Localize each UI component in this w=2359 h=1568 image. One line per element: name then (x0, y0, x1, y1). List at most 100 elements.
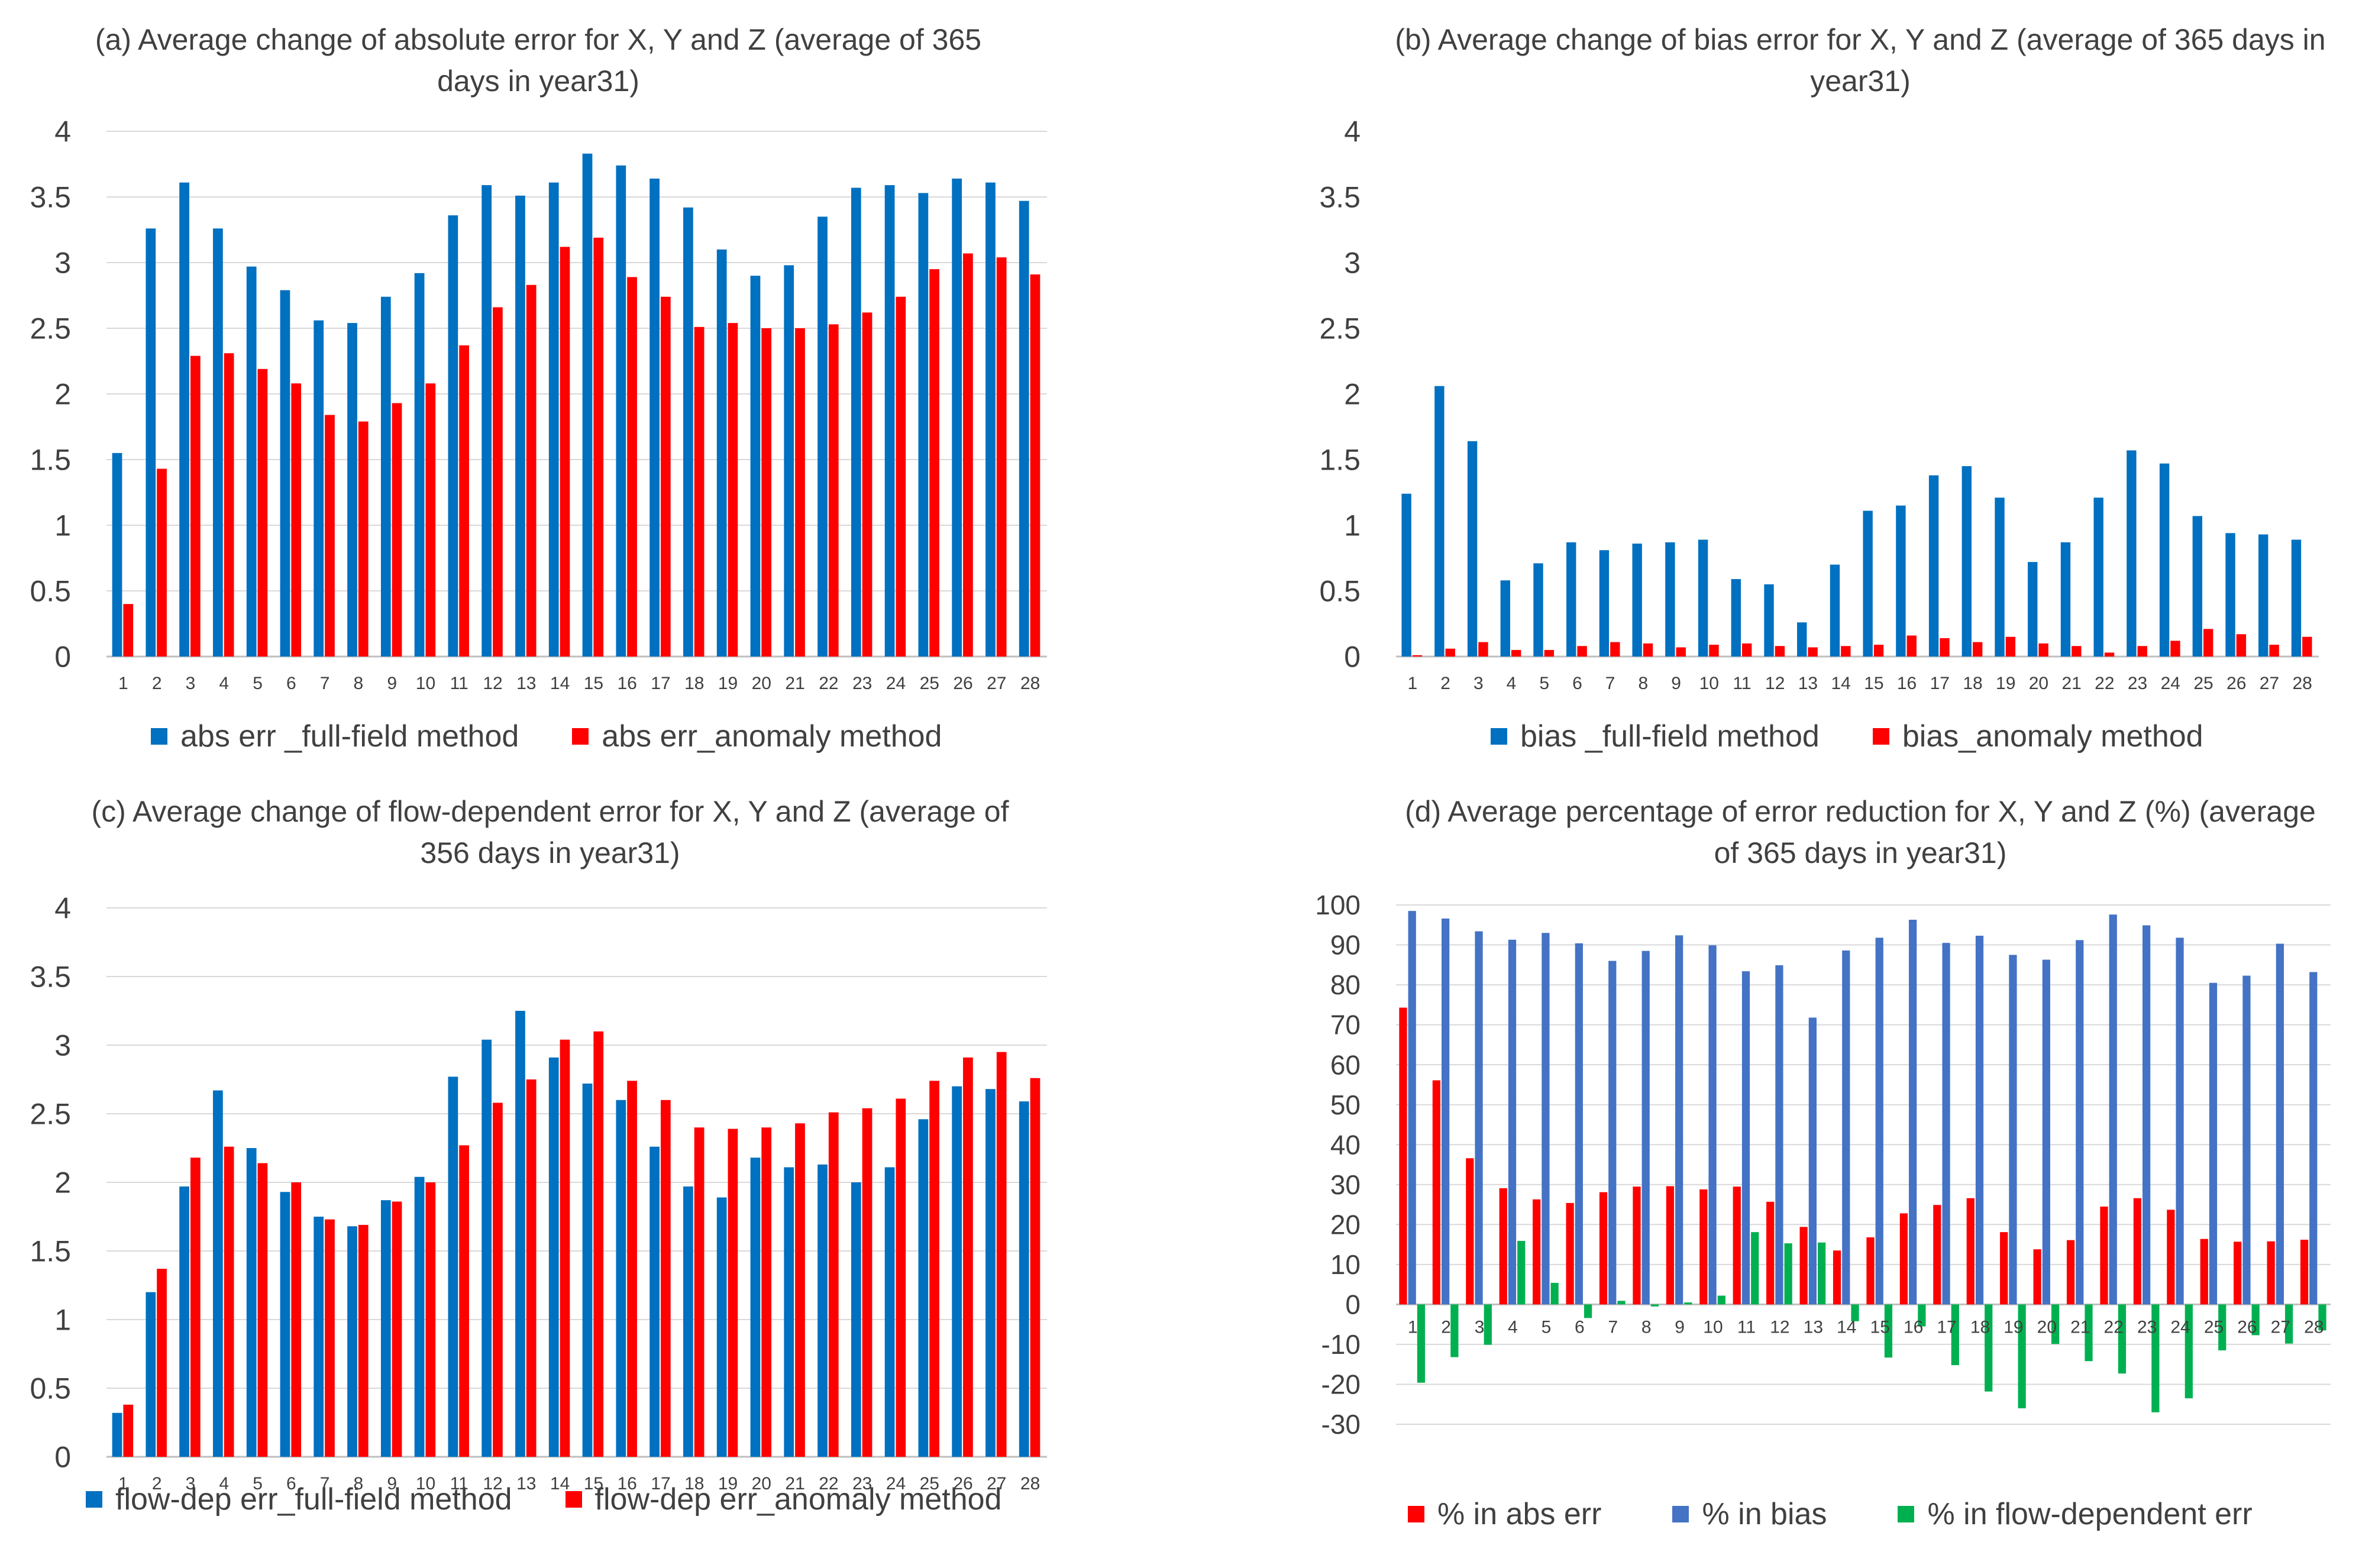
x-tick-label-d: 8 (1641, 1317, 1652, 1337)
x-tick-label-c: 9 (387, 1474, 397, 1493)
bar-b-series1-cat11 (1742, 643, 1752, 657)
bar-b-series0-cat14 (1830, 564, 1840, 657)
bar-d-series0-cat19 (2000, 1232, 2008, 1305)
bar-b-series0-cat22 (2093, 497, 2103, 657)
bar-b-series1-cat6 (1577, 646, 1587, 657)
y-tick-label-a: 2 (54, 378, 71, 411)
bar-c-series0-cat22 (817, 1164, 828, 1457)
bar-d-series1-cat19 (2009, 955, 2017, 1305)
bar-b-series0-cat4 (1500, 580, 1510, 657)
x-tick-label-b: 26 (2226, 674, 2246, 693)
bar-c-series1-cat3 (190, 1158, 201, 1457)
x-tick-label-b: 1 (1408, 674, 1418, 693)
x-tick-label-d: 4 (1508, 1317, 1518, 1337)
bar-b-series0-cat17 (1928, 475, 1939, 657)
x-tick-label-b: 14 (1831, 674, 1850, 693)
legend-item-b-full-field: bias _full-field method (1491, 719, 1820, 754)
bar-a-series1-cat7 (325, 415, 335, 657)
y-tick-label-b: 0.5 (1319, 575, 1361, 608)
x-tick-label-b: 16 (1897, 674, 1917, 693)
bar-d-series1-cat16 (1909, 919, 1917, 1305)
legend-item-a-anomaly: abs err_anomaly method (572, 719, 942, 754)
chart-title-d-line1: (d) Average percentage of error reductio… (1405, 795, 2316, 828)
legend-item-a-full-field: abs err _full-field method (151, 719, 519, 754)
bar-a-series0-cat16 (616, 165, 626, 657)
bar-b-series1-cat19 (2005, 636, 2016, 657)
x-tick-label-a: 2 (152, 674, 162, 693)
bar-b-series1-cat15 (1873, 645, 1884, 657)
bar-a-series0-cat28 (1019, 201, 1029, 657)
bar-d-series0-cat11 (1733, 1186, 1741, 1305)
x-tick-label-a: 16 (617, 674, 636, 693)
chart-panel-a: (a) Average change of absolute error for… (0, 0, 1180, 784)
bar-d-series2-cat21 (2085, 1304, 2093, 1362)
bar-d-series0-cat1 (1399, 1007, 1407, 1305)
y-tick-label-c: 1.5 (30, 1235, 71, 1268)
x-tick-label-a: 11 (450, 674, 468, 693)
legend-label-b-full-field: bias _full-field method (1520, 719, 1820, 754)
y-tick-label-a: 1 (54, 509, 71, 542)
bar-a-series0-cat8 (347, 323, 357, 657)
bar-d-series2-cat14 (1851, 1304, 1859, 1321)
bar-d-series0-cat16 (1899, 1213, 1908, 1305)
bar-c-series0-cat8 (347, 1226, 357, 1457)
bar-a-series1-cat28 (1030, 274, 1040, 657)
x-tick-label-d: 3 (1475, 1317, 1485, 1337)
bar-d-series0-cat14 (1833, 1250, 1841, 1305)
x-tick-label-c: 23 (852, 1474, 872, 1493)
bar-a-series0-cat2 (146, 228, 156, 657)
bar-a-series1-cat21 (795, 328, 805, 657)
bar-d-series0-cat10 (1699, 1189, 1708, 1305)
x-tick-label-a: 22 (819, 674, 838, 693)
x-tick-label-b: 22 (2095, 674, 2114, 693)
bar-c-series0-cat5 (246, 1148, 257, 1457)
bar-c-series1-cat7 (325, 1219, 335, 1457)
x-tick-label-c: 21 (785, 1474, 804, 1493)
bar-c-series0-cat9 (380, 1200, 391, 1457)
chart-title-b-line2: year31) (1810, 64, 1911, 98)
bar-b-series1-cat9 (1676, 647, 1686, 657)
bar-d-series1-cat22 (2109, 914, 2117, 1305)
bar-d-series1-cat26 (2242, 975, 2251, 1305)
chart-svg-a: 00.511.522.533.541 2 3 4 5 6 7 8 9 10 11 12 13 14 15 16… (30, 115, 1047, 693)
x-tick-label-d: 19 (2003, 1317, 2023, 1337)
bar-d-series2-cat16 (1918, 1304, 1926, 1327)
y-tick-label-b: 0 (1344, 641, 1361, 674)
y-tick-label-a: 4 (54, 115, 71, 148)
bar-c-series1-cat8 (358, 1224, 369, 1457)
chart-title-c-line2: 356 days in year31) (420, 836, 680, 869)
bar-d-series0-cat5 (1533, 1199, 1541, 1305)
x-tick-label-b: 17 (1930, 674, 1950, 693)
y-tick-label-b: 4 (1344, 115, 1361, 148)
bar-c-series0-cat10 (414, 1176, 425, 1457)
bar-c-series0-cat19 (716, 1197, 727, 1457)
bar-b-series0-cat24 (2159, 463, 2170, 657)
bar-a-series1-cat6 (291, 383, 302, 657)
x-tick-label-c: 22 (819, 1474, 838, 1493)
bar-b-series1-cat12 (1775, 646, 1785, 657)
x-tick-label-a: 13 (516, 674, 536, 693)
bar-b-series0-cat11 (1731, 579, 1741, 657)
bar-d-series2-cat5 (1550, 1282, 1559, 1305)
bar-b-series0-cat26 (2225, 533, 2235, 657)
x-tick-label-d: 28 (2304, 1317, 2324, 1337)
bar-a-series0-cat27 (985, 182, 996, 657)
bar-c-series1-cat1 (123, 1404, 134, 1457)
x-tick-label-d: 23 (2137, 1317, 2157, 1337)
chart-title-b: (b) Average change of bias error for X, … (1390, 19, 2331, 102)
bar-a-series1-cat23 (862, 312, 872, 657)
bar-d-series2-cat22 (2118, 1304, 2127, 1374)
bar-d-series2-cat18 (1985, 1304, 1993, 1392)
bar-a-series0-cat21 (784, 265, 794, 657)
x-tick-label-c: 10 (416, 1474, 435, 1493)
x-tick-label-c: 5 (253, 1474, 263, 1493)
bar-c-series0-cat17 (649, 1146, 660, 1457)
bar-a-series0-cat17 (649, 178, 660, 657)
y-tick-label-c: 0 (54, 1441, 71, 1474)
y-tick-label-d: 0 (1345, 1289, 1361, 1320)
x-tick-label-a: 20 (752, 674, 771, 693)
bar-a-series1-cat18 (694, 326, 705, 657)
bar-d-series0-cat25 (2200, 1239, 2208, 1305)
bar-b-series1-cat2 (1445, 648, 1455, 657)
